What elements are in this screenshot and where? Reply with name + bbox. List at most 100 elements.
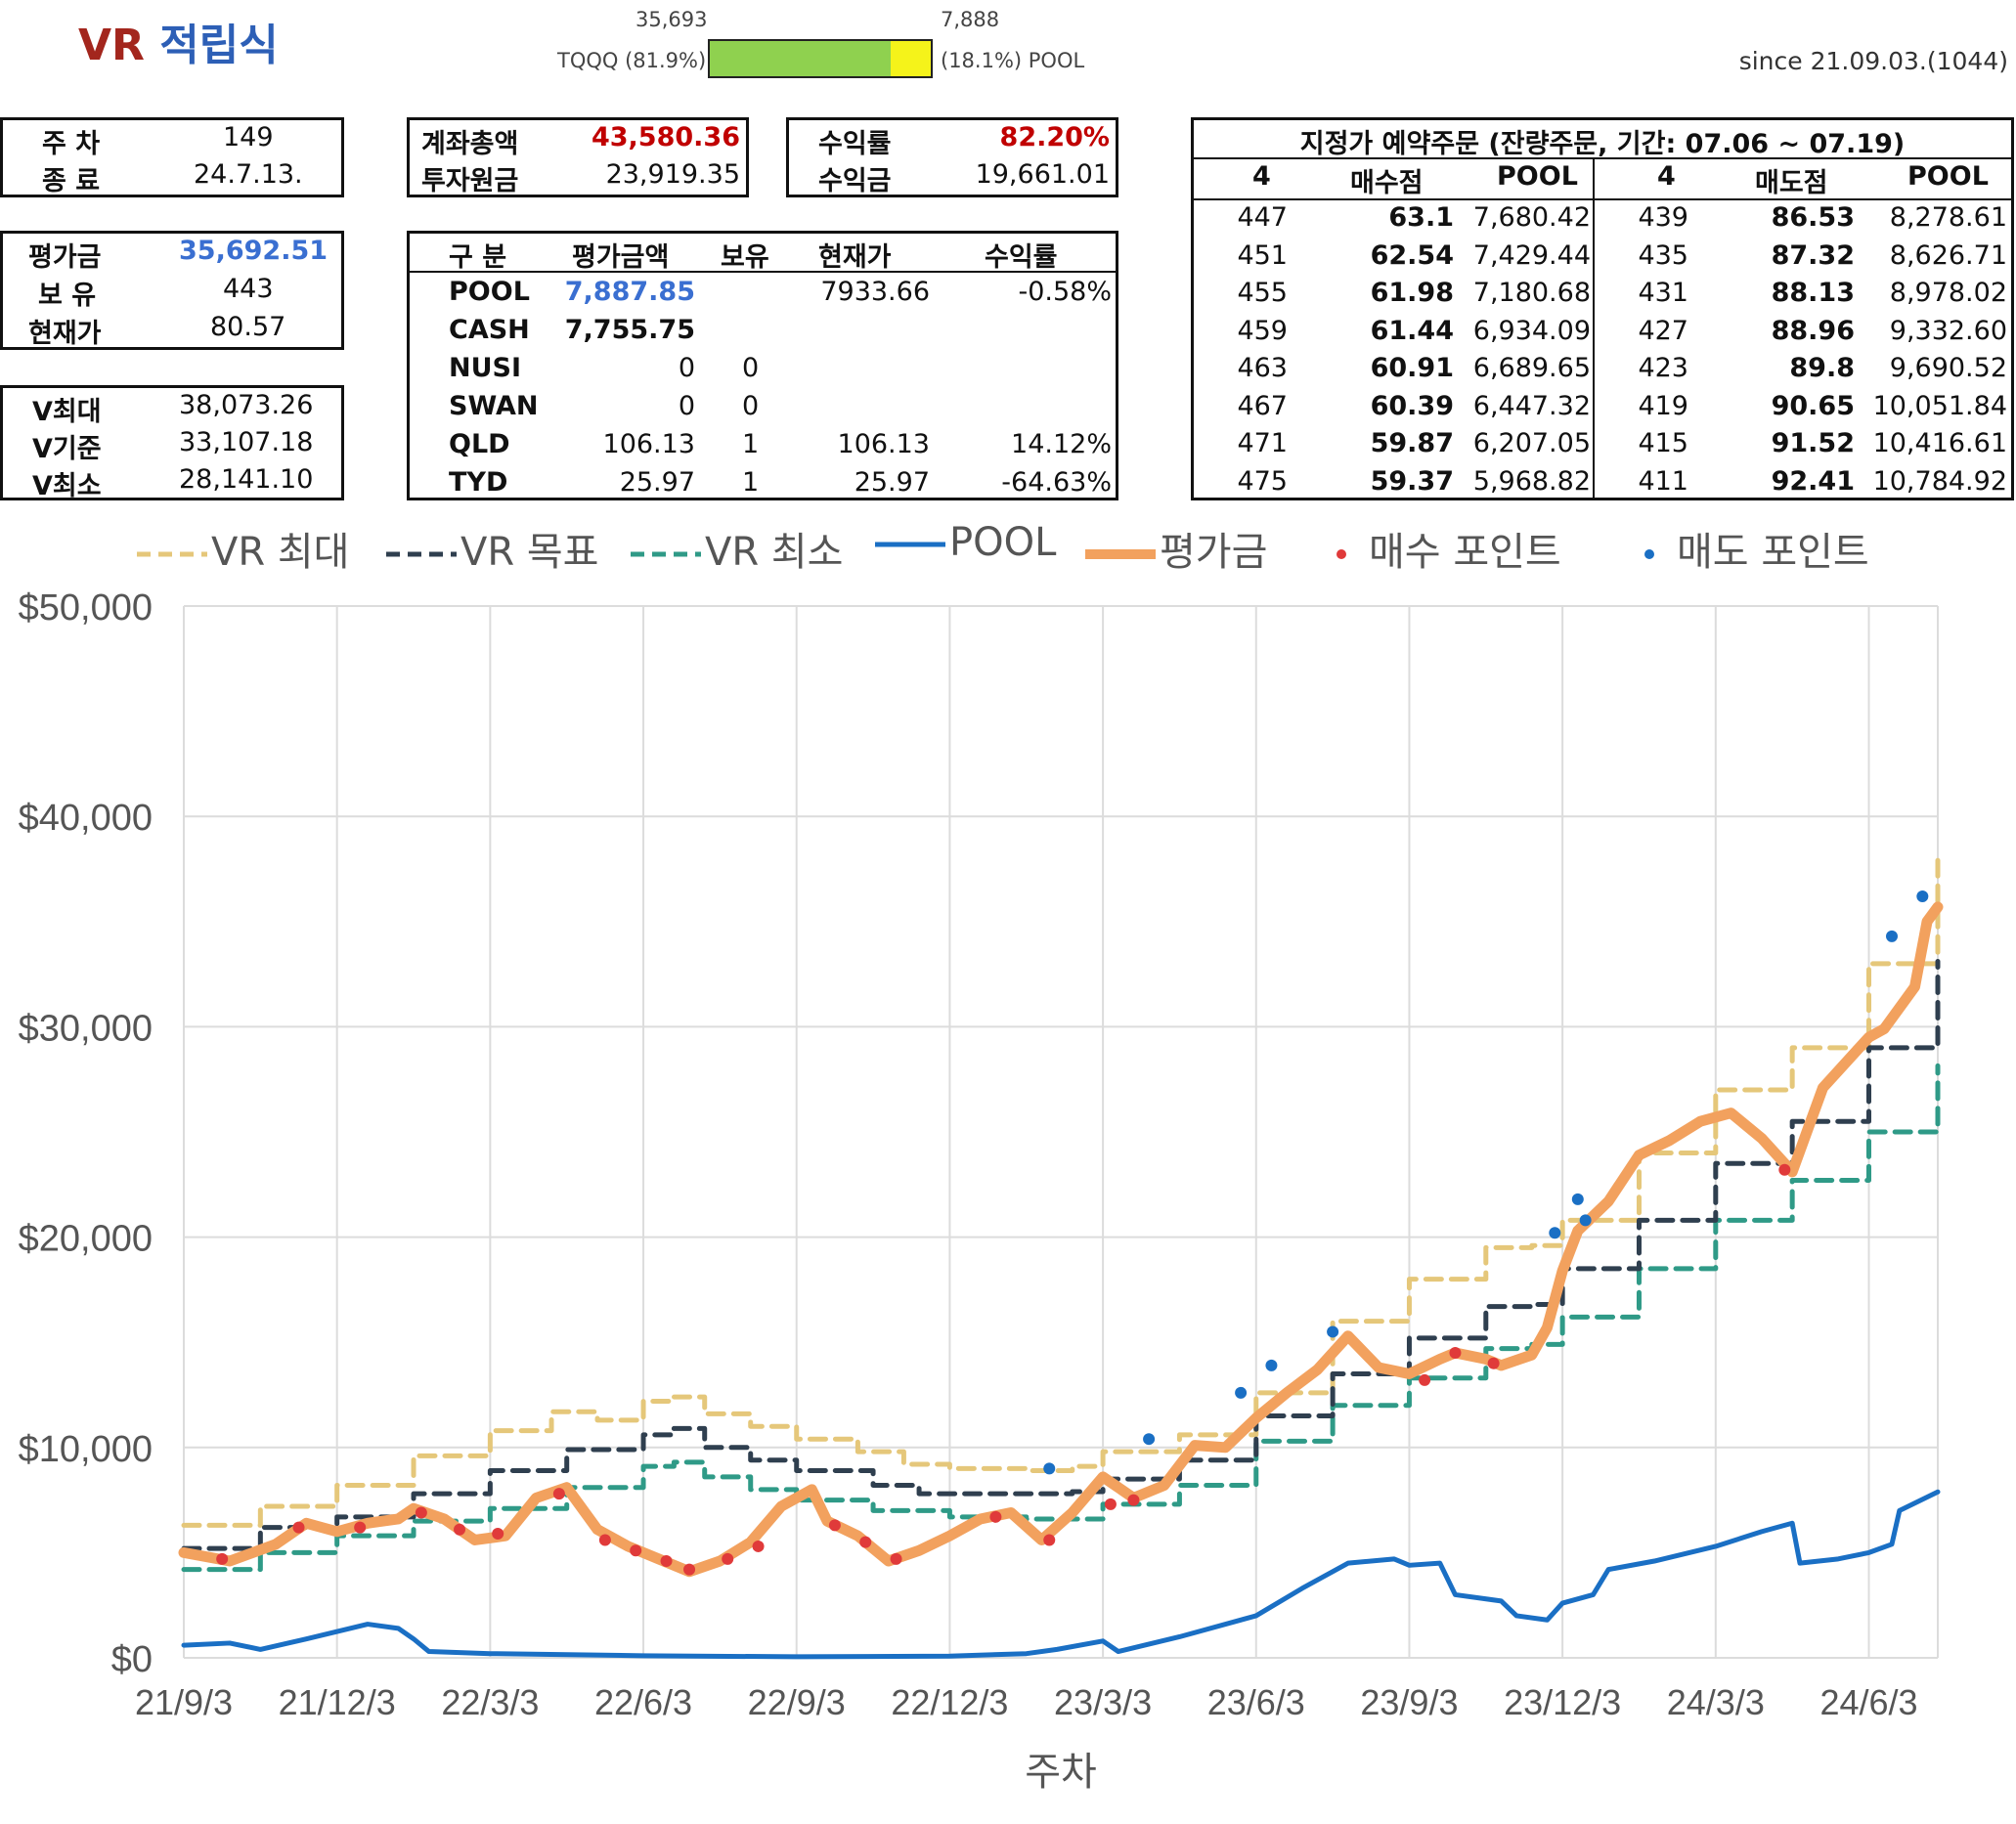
x-tick-label: 22/6/3 xyxy=(594,1682,692,1722)
order-cell: 60.39 xyxy=(1370,390,1454,421)
order-cell: 10,416.61 xyxy=(1872,428,2007,458)
pool-label: (18.1%) POOL xyxy=(941,49,1085,72)
y-tick-label: $40,000 xyxy=(19,798,153,839)
order-cell: 6,689.65 xyxy=(1472,353,1591,383)
order-cell: 6,207.05 xyxy=(1472,428,1591,458)
order-cell: 61.98 xyxy=(1370,278,1454,308)
holdings-cell-name: QLD xyxy=(449,429,510,459)
holdings-cell-name: POOL xyxy=(449,277,530,307)
legend-label: 매도 포인트 xyxy=(1677,530,1869,575)
order-cell: 463 xyxy=(1237,353,1288,383)
col-sell-price: 매도점 xyxy=(1755,168,1828,198)
hold-label: 보 유 xyxy=(38,281,97,311)
profit-value: 19,661.01 xyxy=(975,159,1110,190)
eval-box: 평가금 35,692.51 보 유 443 현재가 80.57 xyxy=(0,231,344,350)
buy-point xyxy=(1104,1498,1117,1510)
buy-point xyxy=(722,1552,734,1565)
price-value: 80.57 xyxy=(210,312,286,342)
order-cell: 423 xyxy=(1638,353,1688,383)
buy-point xyxy=(828,1519,841,1532)
legend-label: VR 최소 xyxy=(705,530,844,575)
col-sell-pool: POOL xyxy=(1907,161,1989,192)
holdings-header: 구 분 평가금액 보유 현재가 수익률 xyxy=(410,236,1116,273)
order-cell: 415 xyxy=(1638,428,1688,458)
y-tick-label: $20,000 xyxy=(19,1219,153,1260)
order-cell: 419 xyxy=(1638,390,1688,421)
buy-point xyxy=(859,1536,872,1548)
vmax-value: 38,073.26 xyxy=(179,390,314,420)
orders-title: 지정가 예약주문 (잔량주문, 기간: 07.06 ~ 07.19) xyxy=(1299,129,1906,159)
order-row: 451 62.54 7,429.44 435 87.32 8,626.71 xyxy=(1194,240,2011,278)
series-vmin xyxy=(181,1063,1941,1573)
holdings-cell-value: 25.97 xyxy=(619,467,695,498)
order-row: 463 60.91 6,689.65 423 89.8 9,690.52 xyxy=(1194,353,2011,390)
buy-point xyxy=(660,1555,673,1568)
holdings-row: POOL 7,887.85 7933.66 -0.58% xyxy=(410,277,1116,314)
legend-item-buy: 매수 포인트 xyxy=(1330,520,1561,577)
order-row: 467 60.39 6,447.32 419 90.65 10,051.84 xyxy=(1194,391,2011,428)
tqqq-value: 35,693 xyxy=(635,8,708,31)
order-cell: 92.41 xyxy=(1771,465,1855,497)
order-cell: 60.91 xyxy=(1370,353,1454,383)
holdings-cell-name: NUSI xyxy=(449,353,522,383)
order-cell: 7,180.68 xyxy=(1472,278,1591,308)
order-cell: 88.13 xyxy=(1771,278,1855,308)
order-cell: 427 xyxy=(1638,315,1688,346)
buy-point xyxy=(454,1523,466,1536)
order-cell: 62.54 xyxy=(1370,239,1454,271)
order-cell: 61.44 xyxy=(1370,315,1454,346)
order-cell: 459 xyxy=(1237,315,1288,346)
eval-label: 평가금 xyxy=(28,242,102,273)
total-value: 43,580.36 xyxy=(591,122,740,152)
order-cell: 455 xyxy=(1237,278,1288,308)
orders-table: 지정가 예약주문 (잔량주문, 기간: 07.06 ~ 07.19) 4 매수점… xyxy=(1191,117,2014,500)
legend-label: VR 최대 xyxy=(211,530,350,575)
x-tick-label: 21/12/3 xyxy=(279,1682,396,1722)
order-row: 471 59.87 6,207.05 415 91.52 10,416.61 xyxy=(1194,428,2011,465)
order-cell: 87.32 xyxy=(1771,239,1855,271)
legend-label: 평가금 xyxy=(1160,530,1268,575)
x-tick-label: 23/3/3 xyxy=(1054,1682,1152,1722)
holdings-cell-rate: -64.63% xyxy=(1001,467,1112,498)
order-cell: 439 xyxy=(1638,202,1688,233)
buy-point xyxy=(1778,1163,1791,1176)
legend-item-vmin: VR 최소 xyxy=(631,520,843,577)
order-cell: 59.37 xyxy=(1370,465,1454,497)
return-box: 수익률 82.20% 수익금 19,661.01 xyxy=(786,117,1118,197)
x-axis-label: 주차 xyxy=(1025,1750,1097,1795)
buy-point xyxy=(1487,1357,1500,1369)
col-value: 평가금액 xyxy=(572,242,670,273)
holdings-cell-hold: 0 xyxy=(742,353,760,383)
legend-item-pool: POOL xyxy=(875,520,1056,565)
title-vr: VR xyxy=(78,21,145,70)
sell-point xyxy=(1235,1386,1248,1399)
holdings-cell-value: 7,887.85 xyxy=(564,277,695,307)
buy-point xyxy=(989,1510,1002,1523)
holdings-cell-price: 106.13 xyxy=(837,429,930,459)
sell-point xyxy=(1571,1193,1584,1205)
holdings-cell-rate: -0.58% xyxy=(1018,277,1112,307)
buy-point xyxy=(415,1506,427,1519)
legend-label: VR 목표 xyxy=(460,530,599,575)
holdings-row: TYD 25.97 1 25.97 -64.63% xyxy=(410,467,1116,504)
buy-point xyxy=(292,1521,305,1534)
order-cell: 7,429.44 xyxy=(1472,239,1591,271)
col-hold: 보유 xyxy=(721,242,769,273)
tqqq-label: TQQQ (81.9%) xyxy=(557,49,707,72)
buy-point xyxy=(630,1544,642,1557)
y-tick-label: $30,000 xyxy=(19,1008,153,1049)
rate-value: 82.20% xyxy=(999,122,1110,152)
holdings-row: SWAN 0 0 xyxy=(410,391,1116,428)
y-tick-label: $10,000 xyxy=(19,1429,153,1470)
order-cell: 91.52 xyxy=(1771,428,1855,458)
buy-point xyxy=(890,1552,902,1565)
legend-label: 매수 포인트 xyxy=(1369,530,1561,575)
y-tick-label: $0 xyxy=(111,1639,153,1680)
order-cell: 88.96 xyxy=(1771,315,1855,346)
order-cell: 89.8 xyxy=(1789,353,1855,383)
line-chart: $0 $10,000 $20,000 $30,000 $40,000 $50,000 21/… xyxy=(19,587,1944,1795)
legend-item-eval: 평가금 xyxy=(1085,520,1267,577)
col-price: 현재가 xyxy=(818,242,892,273)
x-tick-label: 23/6/3 xyxy=(1207,1682,1305,1722)
order-cell: 431 xyxy=(1638,278,1688,308)
